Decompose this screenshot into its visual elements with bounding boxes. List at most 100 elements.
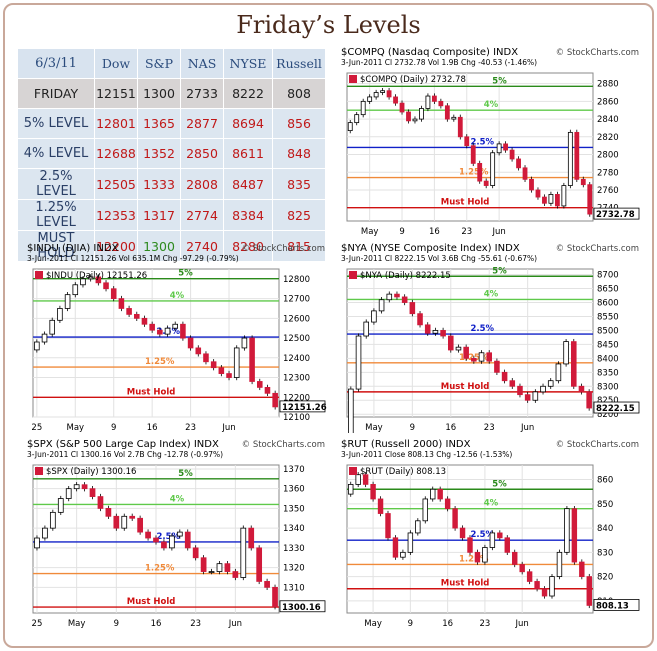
candle-body xyxy=(541,588,548,597)
cell-value: 8487 xyxy=(223,168,273,200)
candle-body xyxy=(407,532,414,553)
candle-body xyxy=(172,323,179,329)
candle-body xyxy=(110,288,117,300)
chart-spx: $SPX (S&P 500 Large Cap Index) INDX © Sto… xyxy=(27,437,327,629)
candle-body xyxy=(457,116,463,138)
candle-body xyxy=(586,391,592,409)
candle-body xyxy=(482,547,488,563)
y-tick-label: 820 xyxy=(597,573,613,583)
row-label: 4% LEVEL xyxy=(17,138,95,169)
cell-value: 2733 xyxy=(180,78,224,109)
legend-swatch xyxy=(35,467,43,475)
candle-body xyxy=(483,180,489,186)
level-label: 4% xyxy=(170,291,185,301)
level-label: 4% xyxy=(484,289,499,299)
x-tick-label: May xyxy=(361,227,379,237)
candle-body xyxy=(210,361,217,369)
cell-value: 8384 xyxy=(223,199,273,231)
candle-body xyxy=(248,527,255,549)
candle-body xyxy=(264,581,270,588)
last-value-box xyxy=(593,401,640,414)
candle-body xyxy=(471,357,477,362)
y-tick-label: 850 xyxy=(597,500,613,510)
candle-body xyxy=(137,517,143,533)
candle-body xyxy=(89,488,96,497)
chart-svg: $SPX (S&P 500 Large Cap Index) INDX © Sto… xyxy=(27,439,326,629)
row-label: MUST HOLD xyxy=(17,230,95,262)
x-tick-label: 9 xyxy=(111,423,116,433)
candle-body xyxy=(574,131,580,180)
candle-body xyxy=(218,367,225,374)
level-label: 5% xyxy=(178,269,193,279)
chart-brand: © StockCharts.com xyxy=(556,244,639,254)
column-header-sp: S&P xyxy=(137,48,181,79)
legend-swatch xyxy=(349,467,357,475)
y-tick-label: 2780 xyxy=(597,168,619,178)
candle-body xyxy=(451,116,457,120)
level-label: 2.5% xyxy=(157,532,181,542)
candle-body xyxy=(386,293,393,301)
candle-body xyxy=(556,551,563,578)
table-header-row: 6/3/11 Dow S&P NAS NYSE Russell xyxy=(17,48,326,79)
level-label: 4% xyxy=(484,499,499,509)
last-value-label: 12151.26 xyxy=(282,403,327,413)
cell-value: 1352 xyxy=(137,138,181,169)
x-tick-label: 23 xyxy=(461,227,472,237)
cell-value: 12353 xyxy=(94,199,138,231)
cell-value: 825 xyxy=(272,199,326,231)
candle-body xyxy=(522,167,528,180)
y-tick-label: 840 xyxy=(597,524,613,534)
level-label: 2.5% xyxy=(471,530,495,540)
y-tick-label: 8550 xyxy=(597,312,619,322)
candle-body xyxy=(232,571,239,578)
cell-value: 2774 xyxy=(180,199,224,231)
candle-body xyxy=(524,394,531,401)
y-tick-label: 12100 xyxy=(283,413,310,423)
level-label: 1.25% xyxy=(459,554,489,564)
chart-svg: $RUT (Russell 2000) INDX © StockCharts.co… xyxy=(341,439,640,629)
plot-area xyxy=(346,268,594,418)
table-row-friday: FRIDAY 12151 1300 2733 8222 808 xyxy=(17,78,326,109)
cell-value: 835 xyxy=(272,168,326,200)
candle-body xyxy=(497,532,503,539)
candle-body xyxy=(490,152,496,186)
candle-body xyxy=(447,335,454,351)
y-tick-label: 8650 xyxy=(597,285,619,295)
page-title: Friday’s Levels xyxy=(236,11,421,39)
candle-body xyxy=(118,298,125,309)
last-value-box xyxy=(593,207,640,220)
level-label: 4% xyxy=(170,494,185,504)
candle-body xyxy=(501,371,508,382)
candle-body xyxy=(486,352,493,362)
level-label: Must Hold xyxy=(441,382,490,392)
legend-swatch xyxy=(349,271,357,279)
x-tick-label: 23 xyxy=(185,423,196,433)
x-tick-label: 9 xyxy=(408,619,413,629)
column-header-nyse: NYSE xyxy=(223,48,273,79)
cell-value: 1365 xyxy=(137,108,181,139)
candle-body xyxy=(87,276,94,280)
y-tick-label: 1310 xyxy=(283,583,305,593)
candle-body xyxy=(81,484,88,490)
level-label: Must Hold xyxy=(127,387,176,397)
y-tick-label: 8200 xyxy=(597,410,619,420)
cell-value: 2808 xyxy=(180,168,224,200)
candle-body xyxy=(362,474,369,485)
x-tick-label: 9 xyxy=(399,227,404,237)
x-tick-label: 9 xyxy=(114,619,119,629)
candle-body xyxy=(34,341,40,351)
candle-body xyxy=(367,96,373,102)
level-label: 5% xyxy=(492,266,507,276)
legend-label: $SPX (Daily) 1300.16 xyxy=(46,467,136,477)
last-value-box xyxy=(279,600,326,613)
y-tick-label: 1370 xyxy=(283,465,305,475)
candle-body xyxy=(105,508,112,517)
candle-body xyxy=(208,571,215,573)
x-tick-label: 25 xyxy=(31,423,42,433)
x-tick-label: 23 xyxy=(479,619,490,629)
candle-body xyxy=(145,531,151,539)
y-tick-label: 8250 xyxy=(597,396,619,406)
x-tick-label: May xyxy=(68,619,86,629)
candle-body xyxy=(157,329,163,335)
candle-body xyxy=(540,385,546,393)
